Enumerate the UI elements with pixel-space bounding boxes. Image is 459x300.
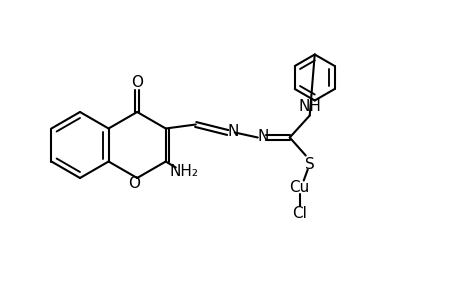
Text: O: O <box>131 74 143 89</box>
Text: N: N <box>227 124 238 139</box>
Text: O: O <box>128 176 140 190</box>
Text: N: N <box>257 129 268 144</box>
Text: NH: NH <box>297 99 320 114</box>
Text: NH₂: NH₂ <box>169 164 198 179</box>
Text: S: S <box>304 157 314 172</box>
Text: Cl: Cl <box>291 206 307 221</box>
Text: Cu: Cu <box>289 180 309 195</box>
